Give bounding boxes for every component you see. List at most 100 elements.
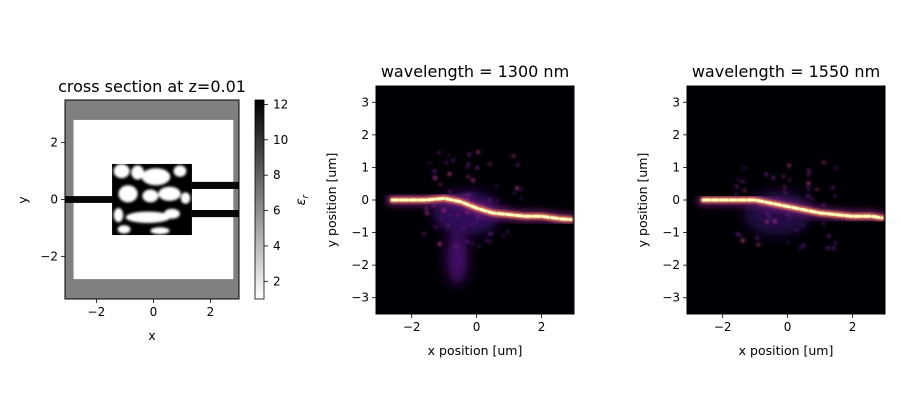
- speckle: [782, 184, 787, 190]
- design-blob: [141, 168, 171, 186]
- colorbar: 2 4 6 8 10 12 εr: [254, 97, 311, 300]
- design-blob: [173, 165, 187, 177]
- speckle: [825, 245, 830, 251]
- field-1300-title: wavelength = 1300 nm: [381, 62, 569, 81]
- x-tick-label: −2: [88, 305, 106, 319]
- speckle: [831, 245, 836, 251]
- y-tick-label: 1: [361, 160, 369, 174]
- design-blob: [118, 185, 138, 203]
- speckle: [740, 179, 746, 184]
- x-tick-label: −2: [714, 320, 732, 334]
- speckle: [493, 184, 499, 189]
- x-tick-label: 2: [207, 305, 215, 319]
- speckle: [833, 166, 838, 171]
- x-tick-label: 0: [784, 320, 792, 334]
- speckle: [771, 220, 776, 225]
- design-blob: [180, 192, 191, 204]
- speckle: [475, 149, 481, 155]
- speckle: [826, 234, 832, 239]
- design-blob: [163, 208, 180, 219]
- speckle: [464, 239, 470, 244]
- x-tick-label: 2: [849, 320, 857, 334]
- speckle: [511, 154, 516, 159]
- field-1550-panel: wavelength = 1550 nm −2 0 2 −3 −2 −1 0 1 2 3 x p…: [635, 62, 886, 358]
- speckle: [466, 152, 472, 157]
- field-1550-x-ticks: −2 0 2: [714, 314, 857, 334]
- speckle: [427, 160, 432, 165]
- cross-section-panel: cross section at z=0.01 −2 0 2 −2 0 2 x y: [15, 77, 246, 343]
- speckle: [447, 171, 452, 177]
- speckle: [734, 184, 739, 189]
- speckle: [446, 223, 452, 228]
- x-tick-label: 0: [473, 320, 481, 334]
- speckle: [794, 227, 800, 233]
- speckle: [453, 243, 458, 249]
- speckle: [469, 222, 474, 227]
- field-1300-x-label: x position [um]: [428, 343, 523, 358]
- speckle: [436, 150, 442, 155]
- speckle: [461, 224, 466, 230]
- speckle: [464, 164, 470, 170]
- field-1550-intensity: [696, 160, 885, 251]
- beam-core: [390, 196, 573, 222]
- colorbar-tick-label: 4: [273, 239, 281, 253]
- colorbar-label: εr: [294, 193, 311, 205]
- speckle: [764, 219, 770, 224]
- speckle: [798, 245, 803, 251]
- speckle: [806, 168, 812, 173]
- field-1550-y-label: y position [um]: [635, 153, 650, 248]
- speckle: [786, 163, 792, 168]
- speckle: [455, 212, 461, 217]
- speckle: [470, 191, 475, 197]
- speckle: [512, 191, 517, 196]
- y-tick-label: 0: [50, 193, 58, 207]
- colorbar-tick-label: 2: [273, 274, 281, 288]
- colorbar-tick-label: 12: [273, 97, 288, 111]
- y-tick-label: 3: [672, 95, 680, 109]
- speckle: [476, 244, 482, 249]
- colorbar-tick-label: 8: [273, 168, 281, 182]
- speckle: [438, 216, 443, 222]
- colorbar-ticks: 2 4 6 8 10 12: [264, 97, 288, 288]
- design-blob: [125, 211, 171, 223]
- field-1550-y-ticks: −3 −2 −1 0 1 2 3: [662, 95, 687, 305]
- speckle: [735, 177, 741, 182]
- y-tick-label: 0: [361, 193, 369, 207]
- speckle: [806, 172, 811, 177]
- cross-section-title: cross section at z=0.01: [58, 77, 246, 96]
- speckle: [424, 210, 430, 215]
- interference-speckles: [421, 149, 524, 249]
- y-tick-label: 0: [672, 193, 680, 207]
- speckle: [432, 169, 437, 174]
- speckle: [495, 198, 500, 203]
- x-tick-label: 0: [150, 305, 158, 319]
- speckle: [821, 202, 827, 208]
- y-tick-label: −3: [662, 291, 680, 305]
- speckle: [505, 229, 510, 234]
- speckle: [801, 243, 806, 248]
- speckle: [466, 192, 472, 197]
- design-blob: [142, 189, 159, 203]
- cross-section-y-label: y: [15, 196, 30, 204]
- speckle: [424, 206, 429, 211]
- speckle: [447, 212, 453, 217]
- field-1550-x-label: x position [um]: [739, 343, 834, 358]
- speckle: [518, 196, 524, 201]
- speckle: [821, 221, 827, 226]
- output-waveguide: [191, 181, 239, 189]
- speckle: [444, 160, 449, 165]
- design-blob: [117, 225, 131, 234]
- speckle: [742, 188, 747, 193]
- design-blob: [113, 208, 124, 223]
- speckle: [781, 174, 786, 179]
- speckle: [436, 243, 442, 248]
- output-waveguide: [191, 210, 239, 218]
- y-tick-label: −2: [662, 258, 680, 272]
- design-blob: [113, 163, 130, 179]
- speckle: [487, 239, 492, 244]
- y-tick-label: −1: [351, 226, 369, 240]
- y-tick-label: 2: [50, 136, 58, 150]
- speckle: [735, 232, 741, 237]
- speckle: [515, 162, 520, 167]
- colorbar-tick-label: 6: [273, 204, 281, 218]
